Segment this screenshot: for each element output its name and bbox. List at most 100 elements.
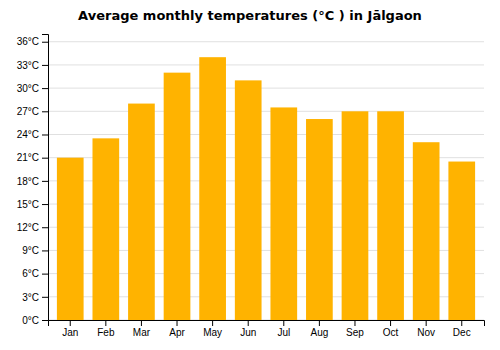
y-tick-mark: [42, 181, 48, 182]
y-tick-mark: [42, 65, 48, 66]
x-tick-mark: [248, 320, 249, 326]
bar: [413, 142, 440, 320]
x-tick-label: Mar: [133, 327, 151, 338]
bar: [377, 111, 404, 320]
bar: [235, 80, 262, 320]
y-tick-label: 27°C: [17, 106, 39, 117]
x-tick-mark: [283, 320, 284, 326]
grid: [48, 42, 484, 320]
y-tick-label: 36°C: [17, 36, 39, 47]
x-tick-label: Jul: [277, 327, 290, 338]
y-tick: 0°C: [22, 315, 48, 326]
x-tick-mark: [141, 320, 142, 326]
bar: [199, 57, 226, 320]
y-tick-label: 6°C: [22, 268, 39, 279]
y-tick-label: 0°C: [22, 315, 39, 326]
y-tick: 36°C: [17, 36, 48, 47]
grid-line: [48, 41, 484, 42]
x-axis-line: [49, 321, 485, 327]
y-tick: 33°C: [17, 60, 48, 71]
x-tick-label: Jun: [240, 327, 256, 338]
chart: Average monthly temperatures (°C ) in Jā…: [0, 0, 500, 350]
x-tick: Oct: [383, 320, 399, 338]
x-tick-label: Aug: [310, 327, 328, 338]
x-tick-mark: [105, 320, 106, 326]
y-tick-mark: [42, 204, 48, 205]
x-tick: Jun: [240, 320, 256, 338]
y-tick-mark: [42, 297, 48, 298]
bar: [128, 104, 155, 320]
x-tick-mark: [354, 320, 355, 326]
y-tick-label: 12°C: [17, 222, 39, 233]
x-tick: Apr: [169, 320, 185, 338]
y-tick-label: 9°C: [22, 245, 39, 256]
y-tick: 15°C: [17, 199, 48, 210]
x-tick-mark: [177, 320, 178, 326]
y-tick-label: 18°C: [17, 176, 39, 187]
x-tick-label: May: [203, 327, 222, 338]
grid-line: [48, 134, 484, 135]
y-tick: 21°C: [17, 152, 48, 163]
y-tick-mark: [42, 320, 48, 321]
x-tick-mark: [390, 320, 391, 326]
bar: [342, 111, 369, 320]
x-tick-label: Sep: [346, 327, 364, 338]
x-tick: Dec: [453, 320, 471, 338]
bar: [164, 73, 191, 320]
y-tick-label: 30°C: [17, 83, 39, 94]
x-tick-mark: [319, 320, 320, 326]
x-tick: Jan: [62, 320, 78, 338]
bar: [306, 119, 333, 320]
grid-line: [48, 88, 484, 89]
y-tick: 27°C: [17, 106, 48, 117]
y-tick-mark: [42, 158, 48, 159]
x-tick-label: Nov: [417, 327, 435, 338]
x-tick-label: Dec: [453, 327, 471, 338]
x-tick: Jul: [277, 320, 290, 338]
title: Average monthly temperatures (°C ) in Jā…: [78, 8, 422, 23]
x-axis: Jan Feb Mar Apr May Jun Jul Aug Sep Oct Nov Dec: [49, 320, 485, 338]
x-tick: Sep: [346, 320, 364, 338]
y-axis-line: [42, 35, 49, 321]
y-tick-label: 33°C: [17, 60, 39, 71]
y-tick: 3°C: [22, 292, 48, 303]
bar: [448, 162, 475, 320]
y-tick-mark: [42, 227, 48, 228]
x-tick-mark: [461, 320, 462, 326]
y-tick: 12°C: [17, 222, 48, 233]
x-tick-label: Apr: [169, 327, 185, 338]
x-tick: Aug: [310, 320, 328, 338]
x-tick: Mar: [133, 320, 151, 338]
y-tick-mark: [42, 250, 48, 251]
y-tick-mark: [42, 134, 48, 135]
y-tick-label: 3°C: [22, 292, 39, 303]
x-tick-label: Feb: [97, 327, 115, 338]
x-tick-mark: [70, 320, 71, 326]
y-tick-mark: [42, 111, 48, 112]
bar: [270, 107, 297, 320]
y-tick-mark: [42, 88, 48, 89]
x-tick: Feb: [97, 320, 115, 338]
x-tick: May: [203, 320, 222, 338]
x-tick-label: Jan: [62, 327, 78, 338]
bar: [57, 158, 84, 320]
y-tick-mark: [42, 42, 48, 43]
grid-line: [48, 111, 484, 112]
y-tick-mark: [42, 274, 48, 275]
y-tick: 9°C: [22, 245, 48, 256]
x-tick: Nov: [417, 320, 435, 338]
y-tick: 18°C: [17, 176, 48, 187]
plot: 0°C 3°C 6°C 9°C 12°C 15°C 18°C 21°C 24°C 27°C 30°C…: [17, 35, 485, 339]
y-tick-label: 21°C: [17, 152, 39, 163]
bars: [57, 57, 475, 320]
y-tick-label: 15°C: [17, 199, 39, 210]
x-tick-mark: [426, 320, 427, 326]
grid-line: [48, 64, 484, 65]
y-axis: 0°C 3°C 6°C 9°C 12°C 15°C 18°C 21°C 24°C 27°C 30°C…: [17, 35, 49, 326]
x-tick-label: Oct: [383, 327, 399, 338]
y-tick: 24°C: [17, 129, 48, 140]
x-tick-mark: [212, 320, 213, 326]
bar: [92, 138, 119, 320]
y-tick: 6°C: [22, 268, 48, 279]
y-tick-label: 24°C: [17, 129, 39, 140]
